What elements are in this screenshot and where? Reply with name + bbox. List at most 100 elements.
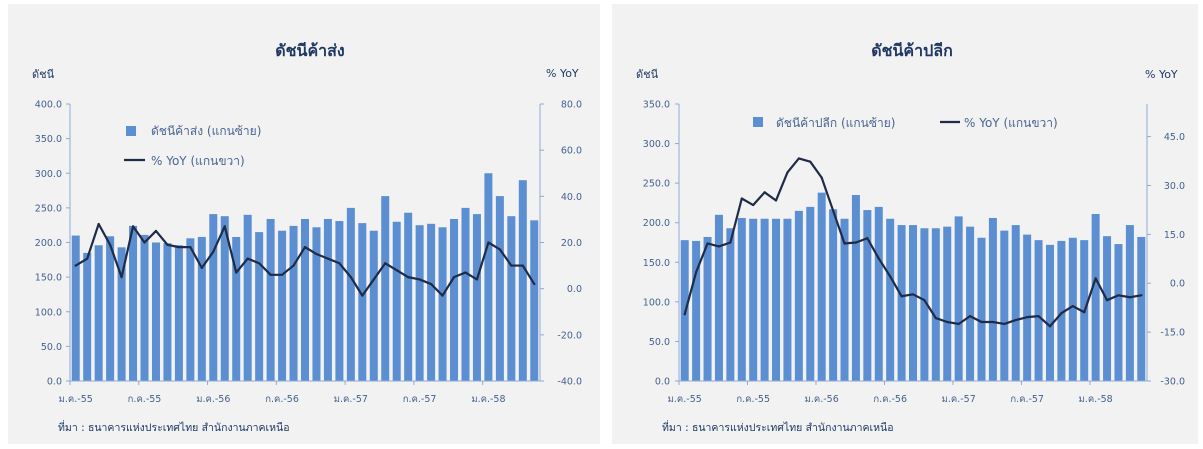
bar [404, 212, 413, 381]
bar [323, 218, 332, 381]
bar-series [71, 173, 539, 382]
bar [886, 218, 895, 381]
bar [909, 225, 917, 381]
yoy-point [120, 276, 123, 279]
left-tick-label: 300.0 [643, 139, 670, 150]
bar [1023, 234, 1032, 381]
right-tick-label: -20.0 [557, 330, 582, 341]
bar [266, 218, 275, 381]
yoy-point [372, 278, 375, 281]
yoy-point [395, 269, 398, 272]
yoy-point [968, 315, 972, 318]
bar [829, 209, 838, 381]
right-tick-label: -40.0 [557, 377, 582, 388]
yoy-point [97, 222, 100, 226]
right-tick-label: 15.0 [1164, 230, 1185, 241]
retail-index-chart: ดัชนีค้าปลีก ดัชนี % YoY 0.0 50.0 100.0 150… [636, 41, 1185, 434]
plot-area: 0.0 50.0 100.0 150.0 200.0 250.0 300.0 350.0 -30… [643, 100, 1185, 406]
left-tick-label: 0.0 [47, 377, 62, 388]
left-tick-label: 150.0 [35, 273, 62, 284]
yoy-point [1014, 318, 1017, 322]
yoy-point [866, 237, 869, 240]
bar [174, 245, 183, 381]
bar [1057, 240, 1066, 381]
x-tick-label: ก.ค.-57 [403, 394, 437, 405]
yoy-point [189, 246, 192, 249]
yoy-point [258, 262, 261, 265]
yoy-point [166, 243, 169, 246]
bar [737, 217, 746, 381]
retail-index-panel: ดัชนีค้าปลีก ดัชนี % YoY 0.0 50.0 100.0 150… [612, 4, 1198, 444]
bar [954, 216, 963, 381]
yoy-point [200, 266, 203, 269]
left-tick-label: 50.0 [649, 337, 670, 348]
yoy-point [452, 276, 456, 279]
legend-bar-label: ดัชนีค้าปลีก (แกนซ้าย) [776, 116, 895, 130]
left-tick-label: 300.0 [35, 169, 62, 180]
bar [427, 223, 436, 381]
bar [209, 214, 218, 381]
chart-title: ดัชนีค้าปลีก [871, 41, 953, 60]
yoy-point [430, 282, 433, 286]
yoy-point [774, 199, 778, 202]
yoy-point [533, 282, 536, 286]
yoy-point [934, 317, 937, 320]
yoy-point [1060, 312, 1063, 315]
bar [461, 207, 470, 382]
yoy-point [911, 293, 915, 296]
yoy-point [510, 264, 513, 267]
plot-area: 0.0 50.0 100.0 150.0 200.0 250.0 300.0 350.0 400… [35, 100, 582, 406]
yoy-point [441, 294, 444, 297]
yoy-point [717, 245, 721, 248]
bar [140, 234, 149, 381]
legend-bar-swatch [753, 117, 763, 127]
yoy-point [338, 262, 341, 265]
bar [94, 245, 103, 381]
right-tick-label: -15.0 [1160, 328, 1185, 339]
yoy-point [384, 262, 387, 265]
yoy-point [1105, 299, 1109, 302]
yoy-point [763, 191, 766, 194]
yoy-point [177, 246, 180, 249]
bar [817, 192, 826, 381]
bar [71, 235, 80, 381]
yoy-point [854, 241, 858, 244]
yoy-point [154, 229, 158, 233]
x-tick-label: ก.ค.-56 [873, 394, 907, 405]
left-tick-label: 100.0 [643, 297, 670, 308]
yoy-points [683, 157, 1143, 328]
left-tick-label: 200.0 [643, 218, 670, 229]
yoy-point [475, 278, 479, 281]
right-tick-label: 0.0 [567, 284, 582, 295]
bar [472, 214, 481, 381]
yoy-point [957, 322, 960, 326]
bar [794, 210, 803, 381]
yoy-point [729, 241, 732, 244]
left-tick-label: 100.0 [35, 307, 62, 318]
bar [977, 237, 986, 381]
yoy-point [752, 203, 755, 207]
yoy-point [1094, 277, 1097, 280]
bar [1011, 225, 1020, 381]
bar [783, 218, 792, 381]
yoy-point [980, 320, 983, 324]
legend-line-label: % YoY (แกนขวา) [964, 116, 1058, 130]
yoy-point [1037, 315, 1040, 318]
yoy-point [246, 257, 249, 260]
legend-line-label: % YoY (แกนขวา) [151, 154, 245, 168]
bar [507, 216, 516, 381]
right-axis-title: % YoY [546, 67, 579, 80]
bar [1091, 214, 1100, 381]
wholesale-index-chart: ดัชนีค้าส่ง ดัชนี % YoY 0.0 50.0 100.0 150.… [32, 41, 582, 434]
bar [220, 216, 229, 381]
bar [1103, 236, 1112, 381]
yoy-point [464, 271, 467, 274]
bar [346, 207, 355, 382]
yoy-point [109, 243, 112, 246]
bar [518, 180, 527, 381]
x-tick-label: ก.ค.-55 [736, 394, 770, 405]
bar [255, 232, 264, 381]
bar [243, 214, 252, 381]
bar [714, 214, 723, 381]
